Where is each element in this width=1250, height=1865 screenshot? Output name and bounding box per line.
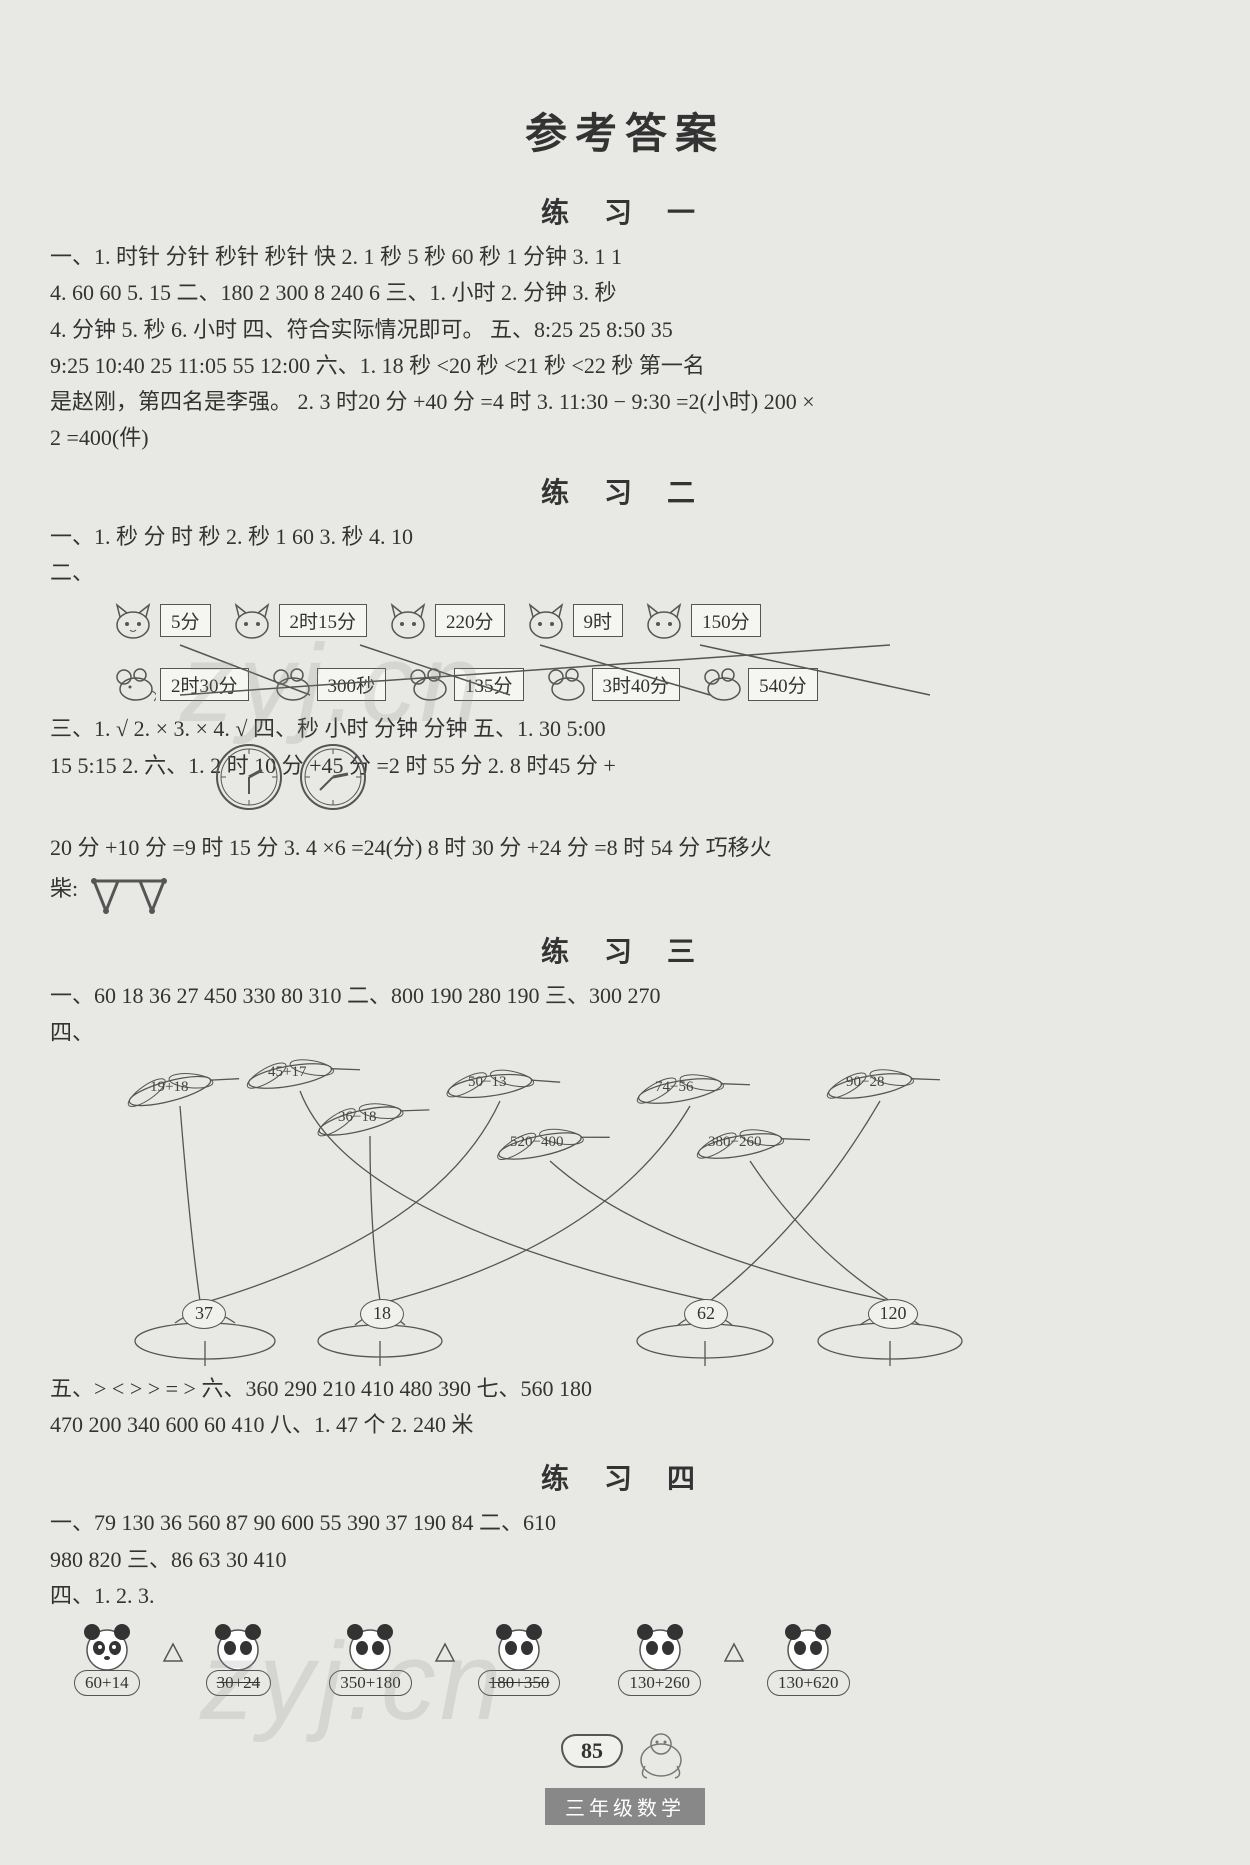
ex3-heading: 练 习 三 — [50, 930, 1200, 970]
cat-icon — [523, 599, 569, 641]
mouse-icon — [110, 665, 156, 703]
ex4-line: 980 820 三、86 63 30 410 — [50, 1542, 1200, 1578]
clock-icon — [298, 742, 368, 812]
ex2-text: 柴: — [50, 876, 78, 901]
ex2-line-with-clocks: 15 5:15 2. 六、1. 2 时 10 分 +45 分 =2 时 55 分… — [50, 748, 1200, 784]
ex2-text: 20 分 +10 分 =9 时 15 分 3. 4 ×6 =24(分) 8 时 … — [50, 835, 772, 860]
svg-text:50−13: 50−13 — [468, 1074, 506, 1090]
svg-text:520−400: 520−400 — [510, 1134, 563, 1150]
mouse-icon — [404, 665, 450, 703]
svg-text:36−18: 36−18 — [338, 1109, 376, 1125]
panda-row: 60+14 30+24 350+180 180+350 130+260 130+… — [74, 1620, 1200, 1696]
svg-text:90−28: 90−28 — [846, 1074, 884, 1090]
panda-icon — [341, 1620, 399, 1674]
matchstick-icon — [84, 866, 174, 916]
dragonflies-svg: 19+18 45+17 36−18 50−13 520−400 74−56 38… — [90, 1051, 1090, 1371]
page-number: 85 — [561, 1734, 623, 1768]
ex4-line: 一、79 130 36 560 87 90 600 55 390 37 190 … — [50, 1505, 1200, 1541]
panda-label: 130+260 — [618, 1670, 701, 1696]
svg-text:45+17: 45+17 — [268, 1064, 307, 1080]
ex1-line: 2 =400(件) — [50, 420, 1200, 456]
match-bottom-row: 2时30分 300秒 135分 3时40分 540分 — [110, 665, 1200, 703]
cat-icon — [229, 599, 275, 641]
match-top-row: 5分 2时15分 220分 9时 150分 — [110, 599, 1200, 641]
panda-icon — [779, 1620, 837, 1674]
triangle-icon — [432, 1639, 458, 1665]
cat-icon — [641, 599, 687, 641]
svg-text:2:20: 2:20 — [239, 811, 259, 812]
mouse-icon — [542, 665, 588, 703]
ex1-line: 4. 分钟 5. 秒 6. 小时 四、符合实际情况即可。 五、8:25 25 8… — [50, 312, 1200, 348]
panda-label: 30+24 — [206, 1670, 272, 1696]
match-label: 5分 — [160, 604, 211, 637]
match-label: 9时 — [573, 604, 624, 637]
match-label: 220分 — [435, 604, 505, 637]
panda-label: 180+350 — [478, 1670, 561, 1696]
clock-icon: 2:20 — [214, 742, 284, 812]
panda-icon — [631, 1620, 689, 1674]
mouse-icon — [267, 665, 313, 703]
svg-text:74−56: 74−56 — [655, 1079, 694, 1095]
triangle-icon — [721, 1639, 747, 1665]
svg-text:380−260: 380−260 — [708, 1134, 761, 1150]
main-title: 参考答案 — [50, 100, 1200, 161]
ex3-line: 四、 — [50, 1015, 1200, 1051]
ex3-line: 五、> < > > = > 六、360 290 210 410 480 390 … — [50, 1371, 1200, 1407]
panda-icon — [78, 1620, 136, 1674]
panda-label: 130+620 — [767, 1670, 850, 1696]
mouse-icon — [698, 665, 744, 703]
match-label: 150分 — [691, 604, 761, 637]
ex3-line: 470 200 340 600 60 410 八、1. 47 个 2. 240 … — [50, 1407, 1200, 1443]
ex1-line: 9:25 10:40 25 11:05 55 12:00 六、1. 18 秒 <… — [50, 348, 1200, 384]
ex4-line: 四、1. 2. 3. — [50, 1578, 1200, 1614]
match-label: 2时15分 — [279, 604, 368, 637]
lily-num: 37 — [182, 1299, 226, 1329]
ex1-line: 是赵刚，第四名是李强。 2. 3 时20 分 +40 分 =4 时 3. 11:… — [50, 384, 1200, 420]
match-label: 2时30分 — [160, 668, 249, 701]
lily-num: 62 — [684, 1299, 728, 1329]
seal-icon — [633, 1726, 689, 1782]
lily-num: 120 — [868, 1299, 918, 1329]
ex2-line: 二、 — [50, 555, 1200, 591]
triangle-icon — [160, 1639, 186, 1665]
footer: 85 三年级数学 — [50, 1726, 1200, 1825]
match-label: 3时40分 — [592, 668, 681, 701]
ex1-line: 4. 60 60 5. 15 二、180 2 300 8 240 6 三、1. … — [50, 275, 1200, 311]
ex3-line: 一、60 18 36 27 450 330 80 310 二、800 190 2… — [50, 978, 1200, 1014]
lily-num: 18 — [360, 1299, 404, 1329]
footer-label: 三年级数学 — [545, 1788, 705, 1825]
match-label: 135分 — [454, 668, 524, 701]
match-label: 300秒 — [317, 668, 387, 701]
panda-icon — [209, 1620, 267, 1674]
ex1-heading: 练 习 一 — [50, 191, 1200, 231]
panda-label: 60+14 — [74, 1670, 140, 1696]
match-label: 540分 — [748, 668, 818, 701]
ex2-heading: 练 习 二 — [50, 471, 1200, 511]
dragonfly-diagram: 19+18 45+17 36−18 50−13 520−400 74−56 38… — [90, 1051, 1200, 1371]
ex2-line: 20 分 +10 分 =9 时 15 分 3. 4 ×6 =24(分) 8 时 … — [50, 830, 1200, 866]
ex4-heading: 练 习 四 — [50, 1457, 1200, 1497]
panda-label: 350+180 — [329, 1670, 412, 1696]
ex1-line: 一、1. 时针 分针 秒针 秒针 快 2. 1 秒 5 秒 60 秒 1 分钟 … — [50, 239, 1200, 275]
svg-text:19+18: 19+18 — [150, 1079, 188, 1095]
panda-icon — [490, 1620, 548, 1674]
cat-icon — [385, 599, 431, 641]
ex2-line-matchstick: 柴: — [50, 866, 1200, 916]
cat-icon — [110, 599, 156, 641]
ex2-line: 一、1. 秒 分 时 秒 2. 秒 1 60 3. 秒 4. 10 — [50, 519, 1200, 555]
